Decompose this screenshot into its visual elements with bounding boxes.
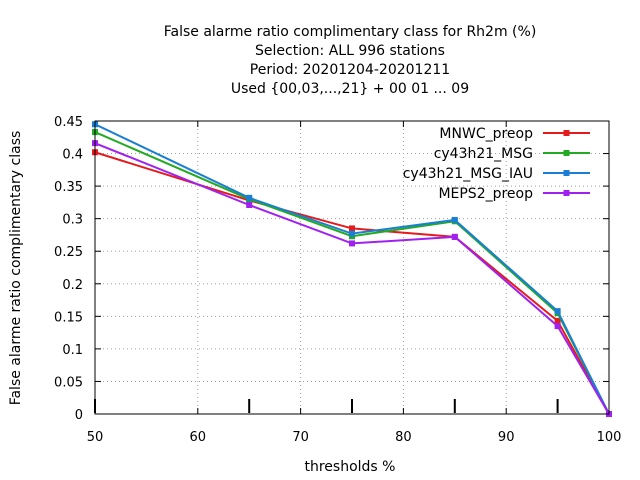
data-point xyxy=(349,240,355,247)
ticks: 0 0.05 0.1 0.15 0.2 0.25 0.3 0.35 0.4 0.45 50 60 70 8… xyxy=(54,115,621,445)
y-tick-label: 0.25 xyxy=(54,245,83,260)
legend-marker xyxy=(563,190,570,196)
y-tick-label: 0.2 xyxy=(62,278,83,293)
data-point xyxy=(349,230,355,237)
legend-marker xyxy=(563,150,570,156)
y-tick-label: 0.05 xyxy=(54,375,83,390)
y-tick-label: 0 xyxy=(75,408,83,423)
data-point xyxy=(246,194,253,201)
y-tick-label: 0.1 xyxy=(62,343,83,358)
x-tick-label: 100 xyxy=(597,430,622,445)
data-point xyxy=(246,201,253,208)
x-tick-label: 50 xyxy=(87,430,104,445)
series-line xyxy=(94,123,610,415)
legend-marker xyxy=(563,130,570,136)
legend-entry: cy43h21_MSG_IAU xyxy=(403,166,590,182)
legend-label: cy43h21_MSG_IAU xyxy=(403,166,533,182)
legend-entry: MNWC_preop xyxy=(439,126,590,142)
x-axis-label: thresholds % xyxy=(305,459,396,475)
data-point xyxy=(554,317,561,324)
title-line-2: Selection: ALL 996 stations xyxy=(255,43,445,59)
legend-label: cy43h21_MSG xyxy=(434,146,533,162)
data-point xyxy=(349,225,355,232)
title-line-4: Used {00,03,...,21} + 00 01 ... 09 xyxy=(231,81,469,97)
y-tick-label: 0.15 xyxy=(54,310,83,325)
series-MEPS2_preop xyxy=(92,140,612,417)
chart-title: False alarme ratio complimentary class f… xyxy=(164,24,537,97)
legend-entry: cy43h21_MSG xyxy=(434,146,590,162)
legend-label: MNWC_preop xyxy=(439,126,533,142)
x-tick-label: 80 xyxy=(395,430,412,445)
title-line-1: False alarme ratio complimentary class f… xyxy=(164,24,537,40)
y-tick-label: 0.3 xyxy=(62,213,83,228)
legend-entry: MEPS2_preop xyxy=(438,186,590,202)
plot-frame xyxy=(94,120,610,415)
y-tick-label: 0.4 xyxy=(62,148,83,163)
x-tick-label: 60 xyxy=(190,430,207,445)
data-point xyxy=(554,308,561,315)
title-line-3: Period: 20201204-20201211 xyxy=(250,62,450,78)
data-point xyxy=(554,323,561,330)
y-tick-label: 0.45 xyxy=(54,115,83,130)
data-point xyxy=(451,216,458,223)
series xyxy=(92,121,612,417)
y-tick-label: 0.35 xyxy=(54,180,83,195)
y-axis-label: False alarme ratio complimentary class xyxy=(8,131,24,406)
x-tick-label: 70 xyxy=(292,430,309,445)
series-line xyxy=(94,151,610,415)
legend-label: MEPS2_preop xyxy=(438,186,533,202)
series-MNWC_preop xyxy=(92,149,612,417)
legend: MNWC_preop cy43h21_MSG cy43h21_MSG_IAU MEPS… xyxy=(403,126,590,202)
legend-marker xyxy=(563,170,570,176)
x-tick-label: 90 xyxy=(498,430,515,445)
series-line xyxy=(94,142,610,415)
data-point xyxy=(451,233,458,240)
